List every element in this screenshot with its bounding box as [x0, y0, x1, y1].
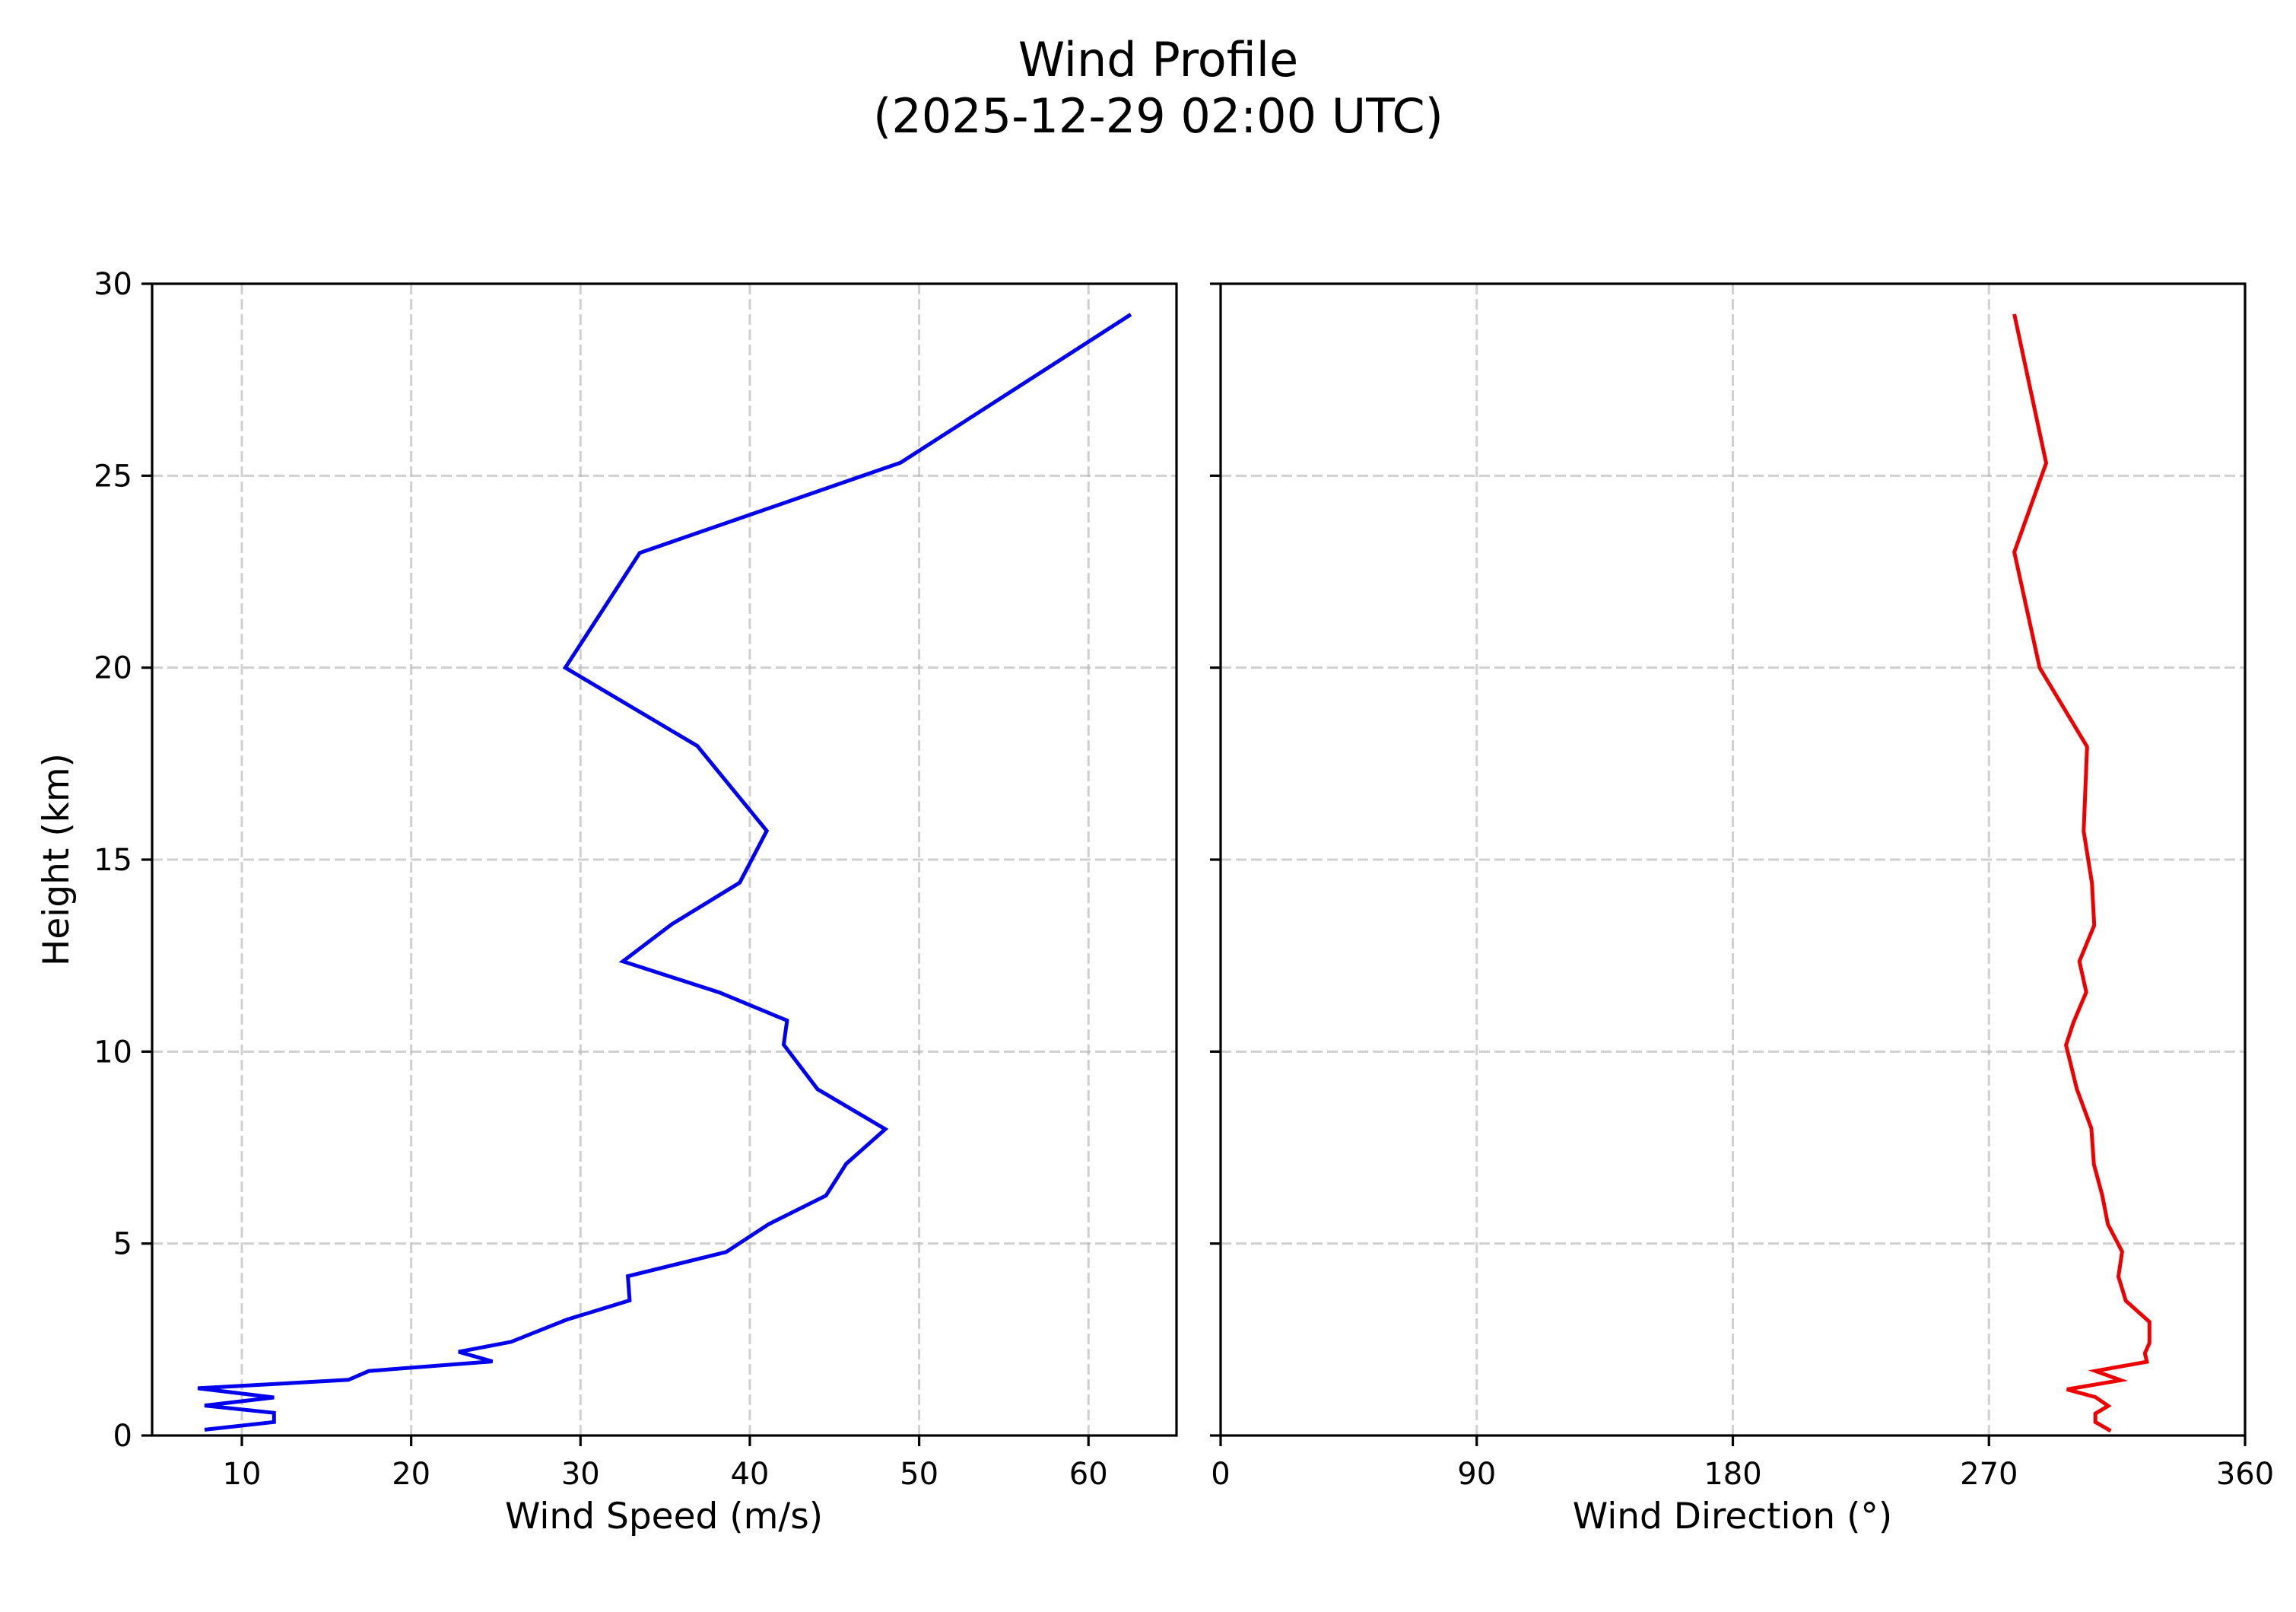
- wind-direction-panel: 0 90 180 270 360 Wind Direction (°): [1210, 282, 2274, 1537]
- height-ylabel: Height (km): [36, 753, 78, 966]
- wind-speed-xtick-label: 10: [223, 1457, 262, 1492]
- wind-direction-ticks: 0 90 180 270 360: [1210, 282, 2274, 1492]
- wind-direction-xtick-label: 90: [1457, 1457, 1496, 1492]
- wind-speed-ytick-label: 20: [94, 651, 132, 686]
- wind-direction-xtick-label: 0: [1211, 1457, 1230, 1492]
- wind-speed-ytick-label: 5: [113, 1227, 132, 1262]
- wind-direction-line: [2012, 313, 2152, 1433]
- wind-speed-ytick-label: 0: [113, 1419, 132, 1454]
- wind-speed-xlabel: Wind Speed (m/s): [505, 1496, 823, 1537]
- figure-title: Wind Profile: [1018, 32, 1298, 87]
- wind-speed-ticks: 10 20 30 40 50 60 0 5 10 15 20 25 30: [94, 267, 1108, 1492]
- wind-speed-ytick-label: 10: [94, 1035, 132, 1070]
- wind-speed-ytick-label: 30: [94, 267, 132, 302]
- wind-direction-xtick-label: 270: [1960, 1457, 2018, 1492]
- wind-speed-xtick-label: 50: [900, 1457, 938, 1492]
- figure-subtitle: (2025-12-29 02:00 UTC): [873, 88, 1443, 144]
- wind-speed-xtick-label: 40: [730, 1457, 769, 1492]
- wind-speed-xtick-label: 60: [1069, 1457, 1108, 1492]
- wind-speed-xtick-label: 30: [561, 1457, 600, 1492]
- wind-speed-line: [197, 313, 1132, 1432]
- wind-speed-ytick-label: 15: [94, 843, 132, 878]
- wind-speed-ytick-label: 25: [94, 459, 132, 494]
- wind-direction-xtick-label: 180: [1704, 1457, 1761, 1492]
- wind-direction-xtick-label: 360: [2216, 1457, 2274, 1492]
- wind-speed-panel: 10 20 30 40 50 60 0 5 10 15 20 25 30 Wind Speed (m/s…: [36, 267, 1178, 1537]
- wind-direction-xlabel: Wind Direction (°): [1573, 1496, 1893, 1537]
- wind-speed-xtick-label: 20: [392, 1457, 430, 1492]
